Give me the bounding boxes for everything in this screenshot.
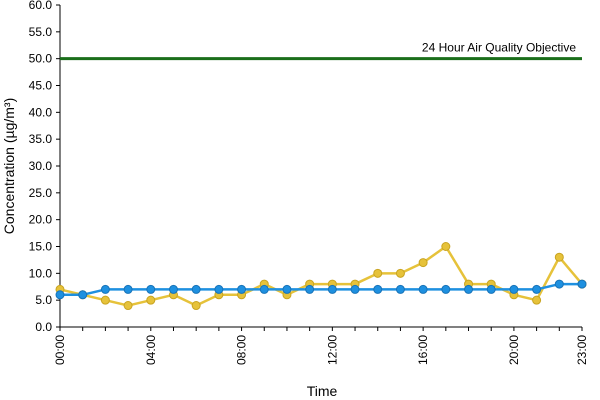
series-2-point xyxy=(146,284,156,294)
objective-label: 24 Hour Air Quality Objective xyxy=(422,41,576,55)
y-tick-label: 45.0 xyxy=(29,79,53,93)
x-axis-ticks: 00:00 04:00 08:00 12:00 16:00 20:00 23:00 xyxy=(53,327,589,365)
x-tick-label: 00:00 xyxy=(53,335,67,365)
series-2-point xyxy=(282,284,292,294)
series-2-point xyxy=(464,284,474,294)
x-tick-label: 04:00 xyxy=(144,335,158,365)
series-2-point xyxy=(441,284,451,294)
y-tick-label: 40.0 xyxy=(29,105,53,119)
y-axis-title: Concentration (µg/m³) xyxy=(1,98,17,234)
y-tick-label: 25.0 xyxy=(29,186,53,200)
series-2-line xyxy=(60,282,582,297)
series-2-point xyxy=(486,284,496,294)
series-1-point xyxy=(418,258,428,268)
x-tick-label: 23:00 xyxy=(575,335,589,365)
y-tick-label: 20.0 xyxy=(29,213,53,227)
y-tick-label: 55.0 xyxy=(29,25,53,39)
series-2-point xyxy=(327,284,337,294)
y-tick-label: 30.0 xyxy=(29,159,53,173)
y-tick-label: 60.0 xyxy=(29,0,53,12)
x-tick-label: 20:00 xyxy=(507,335,521,365)
series-2-point xyxy=(395,284,405,294)
series-2-point xyxy=(554,279,564,289)
series-2-point xyxy=(214,284,224,294)
series-group xyxy=(55,242,587,311)
series-2-point xyxy=(191,284,201,294)
series-2-point xyxy=(168,284,178,294)
series-1-point xyxy=(146,295,156,305)
series-2-point xyxy=(350,284,360,294)
y-tick-label: 5.0 xyxy=(35,293,52,307)
series-2-point xyxy=(78,290,88,300)
series-2-point xyxy=(305,284,315,294)
y-axis-ticks: 0.0 5.0 10.0 15.0 20.0 25.0 30.0 35.0 40.0 45.0 50… xyxy=(29,0,60,334)
series-2-point xyxy=(100,284,110,294)
y-tick-label: 0.0 xyxy=(35,320,52,334)
series-2-point xyxy=(259,284,269,294)
y-tick-label: 15.0 xyxy=(29,240,53,254)
series-2-point xyxy=(55,290,65,300)
series-1-point xyxy=(441,242,451,251)
series-1-point xyxy=(554,252,564,262)
series-1-point xyxy=(532,295,542,305)
series-2-point xyxy=(123,284,133,294)
series-2-point xyxy=(373,284,383,294)
series-2-point xyxy=(532,284,542,294)
x-tick-label: 12:00 xyxy=(325,335,339,365)
series-1-point xyxy=(191,301,201,311)
series-2-point xyxy=(577,279,587,289)
series-2-point xyxy=(509,284,519,294)
x-axis-title: Time xyxy=(307,383,338,399)
x-tick-label: 16:00 xyxy=(416,335,430,365)
y-tick-label: 35.0 xyxy=(29,132,53,146)
x-tick-label: 08:00 xyxy=(235,335,249,365)
y-tick-label: 10.0 xyxy=(29,266,53,280)
series-1-point xyxy=(373,268,383,278)
series-1-line xyxy=(59,245,583,307)
series-2-point xyxy=(237,284,247,294)
series-1-point xyxy=(395,268,405,278)
y-tick-label: 50.0 xyxy=(29,52,53,66)
series-1-point xyxy=(123,301,133,311)
series-2-point xyxy=(418,284,428,294)
series-1-point xyxy=(100,295,110,305)
